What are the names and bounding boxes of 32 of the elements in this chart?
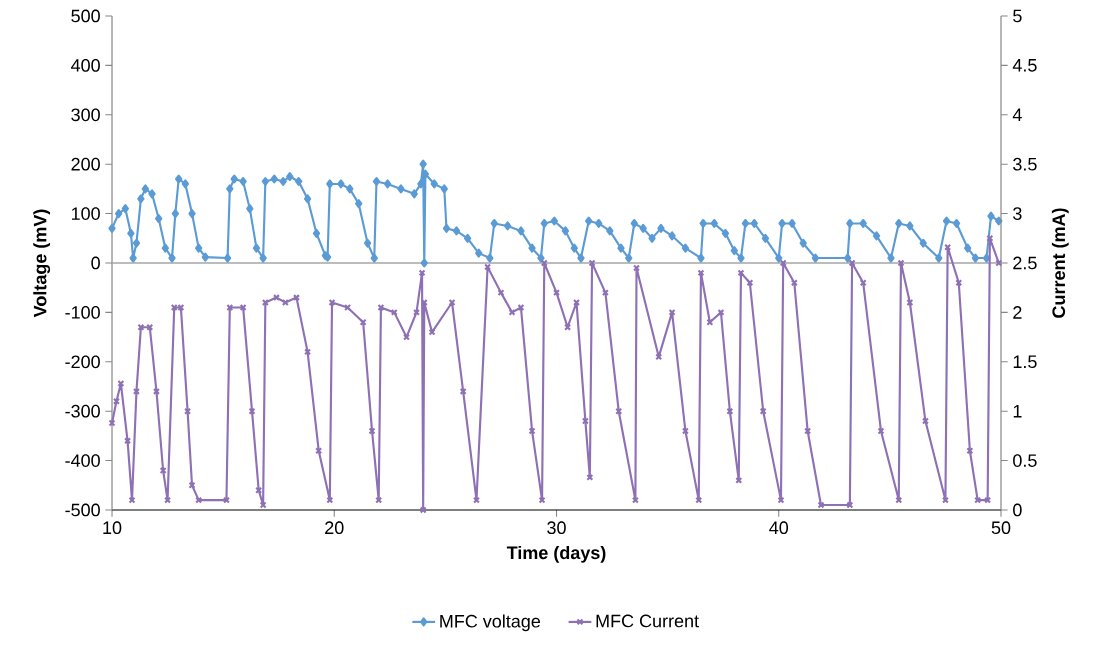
y-tick-label: -300 (65, 404, 100, 418)
x-tick-label: 40 (769, 521, 789, 535)
x-axis-title: Time (days) (506, 545, 606, 563)
y2-tick-label: 2.5 (1013, 256, 1037, 270)
y-tick-label: -200 (65, 355, 100, 369)
y-tick-label: 200 (71, 157, 100, 171)
y-tick-label: 300 (71, 108, 100, 122)
y-tick-label: -100 (65, 306, 100, 319)
legend-label: MFC Current (596, 614, 699, 628)
y2-tick-label: 3.5 (1013, 157, 1037, 171)
y2-tick-label: 4.5 (1012, 59, 1037, 72)
y2-tick-label: 0 (1013, 503, 1022, 517)
y-axis-title: Voltage (mV) (33, 209, 51, 318)
y-tick-label: 100 (71, 207, 100, 220)
y2-tick-label: 1.5 (1013, 355, 1037, 369)
y-tick-label: -400 (65, 454, 100, 467)
x-tick-label: 50 (991, 521, 1011, 535)
y2-tick-label: 1 (1013, 405, 1022, 418)
y2-tick-label: 3 (1013, 207, 1022, 220)
y2-axis-title: Current (mA) (1051, 208, 1069, 318)
y2-tick-label: 2 (1013, 306, 1022, 319)
y2-tick-label: 0.5 (1013, 454, 1037, 467)
x-tick-label: 20 (325, 521, 344, 535)
y-tick-label: -500 (65, 503, 100, 517)
x-tick-label: 30 (547, 521, 566, 535)
y-tick-label: 500 (71, 9, 100, 23)
y-tick-label: 400 (71, 59, 100, 72)
legend-label: MFC voltage (440, 614, 541, 632)
y2-tick-label: 5 (1013, 9, 1022, 23)
y2-tick-label: 4 (1012, 108, 1022, 121)
y-tick-label: 0 (91, 256, 100, 270)
x-tick-label: 10 (103, 521, 122, 535)
